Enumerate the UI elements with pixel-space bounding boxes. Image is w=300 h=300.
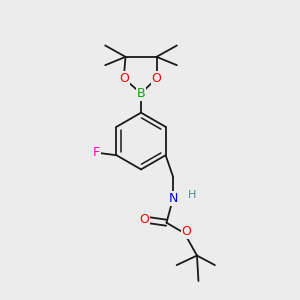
Text: O: O	[182, 226, 191, 238]
Text: F: F	[93, 146, 100, 159]
Text: H: H	[188, 190, 196, 200]
Text: O: O	[139, 213, 149, 226]
Text: O: O	[119, 72, 129, 85]
Text: B: B	[137, 87, 146, 100]
Text: O: O	[152, 72, 161, 85]
Text: N: N	[168, 192, 178, 205]
